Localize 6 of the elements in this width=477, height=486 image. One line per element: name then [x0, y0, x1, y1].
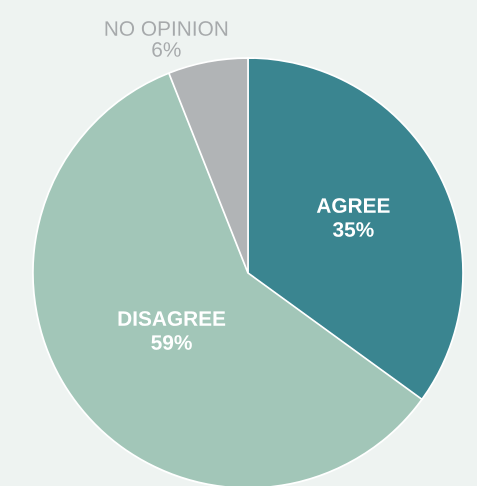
- data-label: 59%: [151, 335, 192, 350]
- data-label: 35%: [332, 222, 374, 237]
- slice-label: AGREE: [316, 198, 390, 213]
- slice-label: DISAGREE: [118, 311, 226, 326]
- slice-label: NO OPINION: [106, 21, 228, 36]
- data-label: 6%: [152, 42, 181, 57]
